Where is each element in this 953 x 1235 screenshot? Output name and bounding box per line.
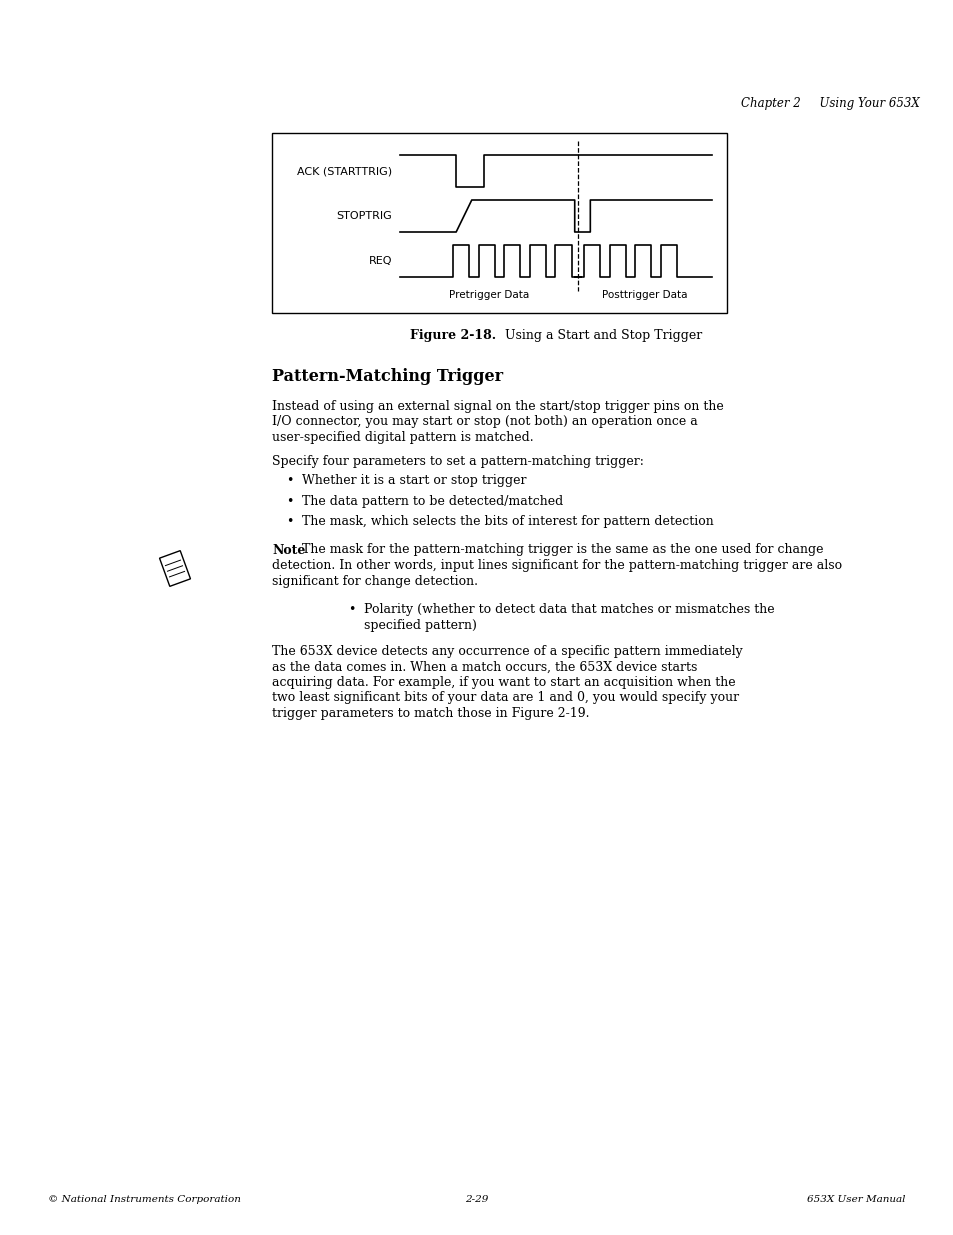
Text: ACK (STARTTRIG): ACK (STARTTRIG)	[296, 165, 392, 177]
Text: 2-29: 2-29	[465, 1195, 488, 1204]
Text: REQ: REQ	[368, 256, 392, 266]
Text: user-specified digital pattern is matched.: user-specified digital pattern is matche…	[272, 431, 533, 445]
Text: I/O connector, you may start or stop (not both) an operation once a: I/O connector, you may start or stop (no…	[272, 415, 697, 429]
Bar	[272, 133, 726, 312]
Text: Note: Note	[272, 543, 305, 557]
Text: as the data comes in. When a match occurs, the 653X device starts: as the data comes in. When a match occur…	[272, 661, 697, 673]
Text: two least significant bits of your data are 1 and 0, you would specify your: two least significant bits of your data …	[272, 692, 739, 704]
Text: trigger parameters to match those in Figure 2-19.: trigger parameters to match those in Fig…	[272, 706, 589, 720]
Text: Figure 2-18.: Figure 2-18.	[410, 329, 496, 342]
Text: Using a Start and Stop Trigger: Using a Start and Stop Trigger	[497, 329, 702, 342]
Text: STOPTRIG: STOPTRIG	[335, 211, 392, 221]
Text: acquiring data. For example, if you want to start an acquisition when the: acquiring data. For example, if you want…	[272, 676, 735, 689]
Text: significant for change detection.: significant for change detection.	[272, 574, 477, 588]
Text: 653X User Manual: 653X User Manual	[806, 1195, 905, 1204]
Text: specified pattern): specified pattern)	[364, 619, 476, 631]
Text: Chapter 2     Using Your 653X: Chapter 2 Using Your 653X	[740, 98, 919, 110]
Text: Whether it is a start or stop trigger: Whether it is a start or stop trigger	[302, 474, 526, 487]
Text: Pattern-Matching Trigger: Pattern-Matching Trigger	[272, 368, 502, 385]
Text: © National Instruments Corporation: © National Instruments Corporation	[48, 1195, 240, 1204]
Text: Posttrigger Data: Posttrigger Data	[601, 290, 687, 300]
Text: Polarity (whether to detect data that matches or mismatches the: Polarity (whether to detect data that ma…	[364, 603, 774, 616]
Text: The mask, which selects the bits of interest for pattern detection: The mask, which selects the bits of inte…	[302, 515, 713, 529]
Text: detection. In other words, input lines significant for the pattern-matching trig: detection. In other words, input lines s…	[272, 559, 841, 572]
Text: Specify four parameters to set a pattern-matching trigger:: Specify four parameters to set a pattern…	[272, 454, 643, 468]
Text: •: •	[348, 603, 355, 616]
Text: •: •	[286, 494, 294, 508]
Text: •: •	[286, 474, 294, 487]
Text: •: •	[286, 515, 294, 529]
Text: Instead of using an external signal on the start/stop trigger pins on the: Instead of using an external signal on t…	[272, 400, 723, 412]
Text: Pretrigger Data: Pretrigger Data	[448, 290, 529, 300]
Text: The 653X device detects any occurrence of a specific pattern immediately: The 653X device detects any occurrence o…	[272, 645, 742, 658]
Text: The data pattern to be detected/matched: The data pattern to be detected/matched	[302, 494, 562, 508]
Text: The mask for the pattern-matching trigger is the same as the one used for change: The mask for the pattern-matching trigge…	[302, 543, 822, 557]
